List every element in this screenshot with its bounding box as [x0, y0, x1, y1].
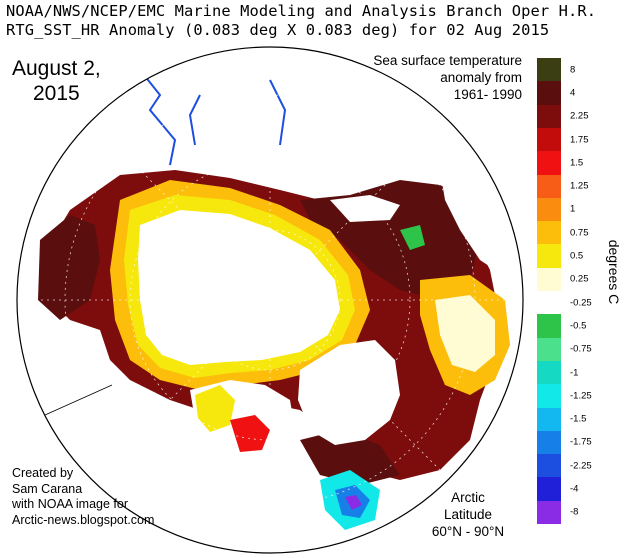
legend-tick-label: 1 — [570, 203, 576, 215]
legend-swatch — [537, 337, 561, 362]
legend-tick-label: 8 — [570, 64, 576, 76]
archipelago-ice-patches — [230, 415, 270, 452]
legend-swatch — [537, 104, 561, 129]
hot-anomaly-region — [300, 430, 400, 485]
map-title-line2: RTG_SST_HR Anomaly (0.083 deg X 0.083 de… — [6, 21, 550, 39]
legend-tick-label: -1 — [570, 367, 579, 379]
legend-units-label: degrees C — [606, 239, 622, 305]
cool-anomaly-patch — [400, 225, 425, 250]
legend-tick-label: -1.75 — [570, 436, 592, 448]
latitude-graticule — [17, 47, 523, 553]
anomaly-caption: Sea surface temperature anomaly from 196… — [373, 53, 522, 102]
legend-swatch — [537, 360, 561, 385]
greenland-landmass — [298, 340, 400, 445]
hot-anomaly-region — [38, 215, 100, 320]
legend-swatch — [537, 291, 561, 315]
legend-swatch — [537, 314, 561, 339]
river-line — [188, 94, 201, 146]
legend-swatch — [537, 384, 561, 408]
legend-tick-label: -0.25 — [570, 297, 592, 309]
date-label: August 2, 2015 — [12, 57, 101, 105]
map-title-line1: NOAA/NWS/NCEP/EMC Marine Modeling and An… — [6, 2, 597, 20]
legend-tick-label: -1.5 — [570, 413, 587, 425]
archipelago-ice-patches — [195, 385, 235, 432]
legend-swatch — [537, 127, 561, 152]
credit-caption: Created by Sam Carana with NOAA image fo… — [12, 466, 155, 527]
legend-tick-label: -0.5 — [570, 320, 587, 332]
legend-tick-label: -0.75 — [570, 343, 592, 355]
river-line — [269, 79, 287, 146]
legend-swatch — [537, 81, 561, 106]
cool-anomaly-patch — [345, 495, 362, 510]
region-caption: Arctic Latitude 60°N - 90°N — [431, 490, 505, 539]
atlantic-anomaly-region — [435, 295, 495, 372]
legend-tick-label: 0.5 — [570, 250, 584, 262]
legend-swatch — [537, 500, 561, 525]
legend-tick-label: 1.5 — [570, 157, 584, 169]
dateline-marker — [44, 384, 113, 416]
legend-tick-label: 0.75 — [570, 227, 589, 239]
legend-swatch — [537, 407, 561, 432]
eurasia-landmass — [20, 60, 480, 220]
legend-tick-label: -4 — [570, 483, 579, 495]
legend-tick-label: 2.25 — [570, 110, 589, 122]
legend-swatch — [537, 477, 561, 502]
map-disc-outline — [16, 46, 524, 554]
legend-swatch — [537, 221, 561, 245]
legend-tick-label: 0.25 — [570, 273, 589, 285]
legend-swatch — [537, 174, 561, 199]
legend-tick-label: -1.25 — [570, 390, 592, 402]
legend-swatch — [537, 430, 561, 455]
legend-tick-label: 1.25 — [570, 180, 589, 192]
legend-tick-label: -8 — [570, 506, 579, 518]
river-line — [139, 69, 177, 166]
svalbard-island — [330, 195, 400, 222]
legend-swatch — [537, 244, 561, 269]
legend-tick-label: 4 — [570, 87, 576, 99]
legend-swatch — [537, 454, 561, 478]
color-legend: 8 4 2.25 1.75 1.5 1.25 1 0.75 0.5 0.25 -0.25 -0.5 -0… — [537, 58, 592, 525]
sea-ice-region — [138, 210, 340, 365]
legend-swatch — [537, 197, 561, 222]
legend-tick-label: -2.25 — [570, 460, 592, 472]
legend-swatch — [537, 151, 561, 175]
legend-swatch — [537, 58, 561, 82]
legend-swatch — [537, 267, 561, 292]
arctic-anomaly-map — [16, 46, 524, 554]
legend-tick-label: 1.75 — [570, 134, 589, 146]
